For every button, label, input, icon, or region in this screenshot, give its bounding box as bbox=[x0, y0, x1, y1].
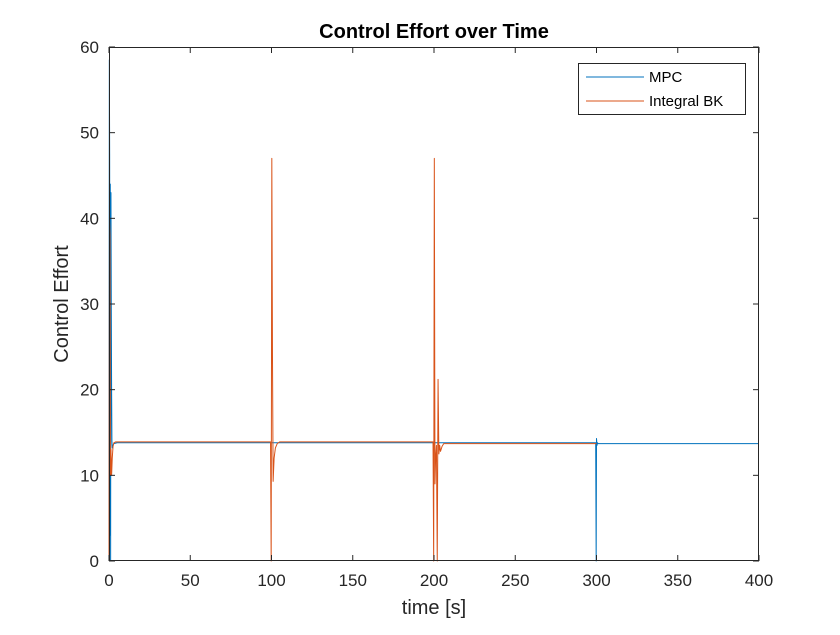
y-tick-label: 50 bbox=[80, 124, 99, 143]
x-tick-label: 150 bbox=[339, 571, 367, 590]
y-tick-label: 60 bbox=[80, 38, 99, 57]
x-tick-label: 300 bbox=[582, 571, 610, 590]
y-tick-label: 20 bbox=[80, 381, 99, 400]
y-tick-label: 10 bbox=[80, 466, 99, 485]
x-tick-label: 50 bbox=[181, 571, 200, 590]
x-tick-label: 200 bbox=[420, 571, 448, 590]
x-tick-label: 250 bbox=[501, 571, 529, 590]
y-axis-label: Control Effort bbox=[51, 245, 73, 363]
series-layer bbox=[108, 59, 759, 562]
y-tick-label: 40 bbox=[80, 209, 99, 228]
x-tick-label: 350 bbox=[664, 571, 692, 590]
legend: MPC Integral BK bbox=[578, 63, 746, 115]
series-line-integral-bk bbox=[108, 157, 597, 562]
x-ticks: 0 50 100 150 200 250 300 350 400 bbox=[104, 47, 773, 590]
y-tick-label: 30 bbox=[80, 295, 99, 314]
x-tick-label: 100 bbox=[257, 571, 285, 590]
x-axis-label: time [s] bbox=[402, 597, 466, 619]
legend-label-mpc: MPC bbox=[649, 69, 683, 86]
y-tick-label: 0 bbox=[90, 552, 99, 571]
chart-title: Control Effort over Time bbox=[319, 21, 549, 43]
legend-box bbox=[578, 63, 746, 115]
x-tick-label: 400 bbox=[745, 571, 773, 590]
y-ticks: 0 10 20 30 40 50 60 bbox=[80, 38, 759, 571]
legend-label-integral-bk: Integral BK bbox=[649, 93, 723, 110]
x-tick-label: 0 bbox=[104, 571, 113, 590]
